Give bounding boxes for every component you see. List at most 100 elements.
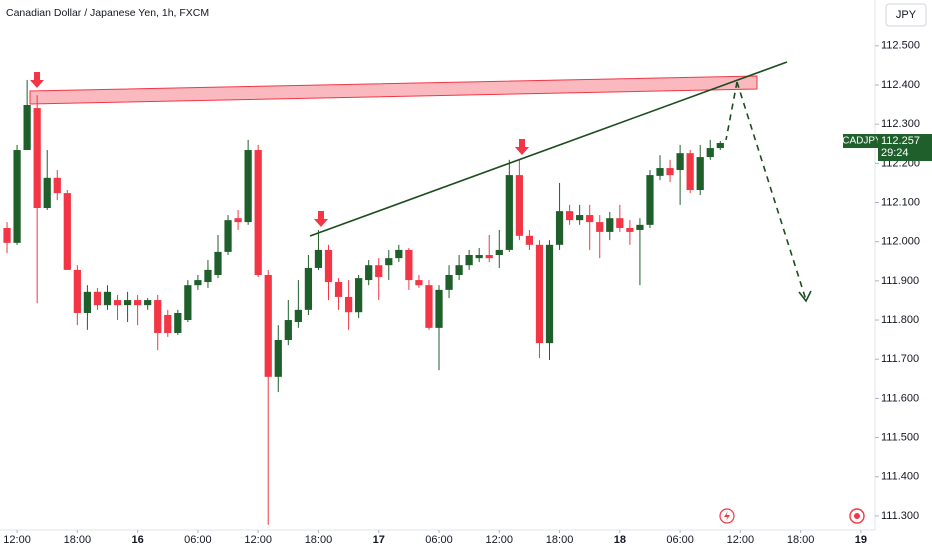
candle-body xyxy=(93,291,102,306)
currency-button[interactable] xyxy=(885,3,927,27)
candle-body xyxy=(686,153,694,190)
x-tick-label: 06:00 xyxy=(666,534,694,546)
candle-body xyxy=(586,215,594,223)
candle-body xyxy=(475,255,483,259)
candle-body xyxy=(174,312,182,333)
candle-body xyxy=(314,249,323,268)
x-tick-label: 17 xyxy=(373,534,385,546)
candle-body xyxy=(676,153,684,171)
candle-body xyxy=(696,157,704,190)
candle-body xyxy=(83,291,92,313)
candle-body xyxy=(445,274,453,290)
candle-body xyxy=(33,108,41,209)
candle-body xyxy=(576,215,584,221)
candle-body xyxy=(596,222,604,232)
target-icon-dot xyxy=(854,513,860,519)
x-tick-label: 18 xyxy=(614,534,626,546)
event-icon-bolt xyxy=(724,511,730,521)
candle-body xyxy=(294,309,302,322)
y-tick-label: 112.000 xyxy=(881,236,920,248)
candle-body xyxy=(73,269,81,313)
candle-body xyxy=(204,269,212,283)
candle-body xyxy=(535,244,544,344)
candle-body xyxy=(344,296,353,313)
chart-title: Canadian Dollar / Japanese Yen, 1h, FXCM xyxy=(6,7,209,19)
candle-body xyxy=(264,274,272,377)
candle-body xyxy=(274,340,282,377)
candle-body xyxy=(365,265,373,281)
candle-body xyxy=(53,177,61,194)
y-tick-label: 111.300 xyxy=(881,510,919,522)
candle-body xyxy=(324,249,333,283)
candle-body xyxy=(214,251,222,275)
candle-body xyxy=(606,218,614,232)
x-tick-label: 12:00 xyxy=(727,534,755,546)
candle-body xyxy=(154,300,162,333)
candle-body xyxy=(184,285,192,321)
candle-body xyxy=(465,255,473,266)
candle-body xyxy=(666,168,674,176)
candle-body xyxy=(716,142,724,149)
y-tick-label: 111.400 xyxy=(881,471,919,483)
y-tick-label: 112.100 xyxy=(881,196,920,208)
candle-body xyxy=(565,211,574,221)
candle-body xyxy=(375,265,383,277)
candle-body xyxy=(395,249,403,259)
candle-body xyxy=(63,193,71,270)
candle-body xyxy=(284,320,292,341)
x-tick-label: 18:00 xyxy=(546,534,574,546)
x-tick-label: 06:00 xyxy=(184,534,212,546)
candle-body xyxy=(485,255,493,259)
candles xyxy=(3,79,724,525)
candle-body xyxy=(224,220,232,252)
candle-body xyxy=(355,278,363,313)
candle-body xyxy=(656,168,664,176)
y-tick-label: 111.600 xyxy=(881,392,919,404)
projection-arrowhead xyxy=(798,290,812,303)
x-tick-label: 12:00 xyxy=(486,534,514,546)
currency-label[interactable]: JPY xyxy=(896,9,917,21)
x-tick-label: 19 xyxy=(855,534,867,546)
candle-body xyxy=(495,249,503,256)
candle-body xyxy=(545,244,554,344)
resistance-zone xyxy=(29,75,758,105)
candle-body xyxy=(234,218,242,223)
candle-body xyxy=(254,150,262,275)
x-tick-label: 16 xyxy=(132,534,144,546)
candle-body xyxy=(164,314,172,333)
x-tick-label: 12:00 xyxy=(244,534,272,546)
candle-body xyxy=(555,211,564,245)
candle-body xyxy=(425,285,433,328)
candle-body xyxy=(194,280,202,286)
y-tick-label: 111.500 xyxy=(881,431,919,443)
trend-line xyxy=(309,61,788,237)
symbol-tag xyxy=(843,134,881,149)
candle-body xyxy=(525,235,534,245)
candle-body xyxy=(405,249,413,281)
candle-body xyxy=(113,300,122,306)
x-tick-label: 18:00 xyxy=(64,534,92,546)
x-tick-label: 18:00 xyxy=(787,534,815,546)
candle-body xyxy=(3,227,11,243)
down-arrow xyxy=(30,72,44,88)
candle-body xyxy=(415,280,423,286)
candle-body xyxy=(23,104,31,151)
y-tick-label: 112.300 xyxy=(881,118,920,130)
y-tick-label: 111.900 xyxy=(881,275,919,287)
down-arrow xyxy=(515,139,529,155)
price-label: 112.257 xyxy=(881,135,920,147)
candle-body xyxy=(304,267,313,310)
axes: 111.300 111.400 111.500 111.600 111.700 111.8… xyxy=(3,40,920,546)
candle-body xyxy=(636,224,644,230)
candle-body xyxy=(505,175,513,250)
candle-body xyxy=(706,148,714,158)
symbol-label: CADJPY xyxy=(842,136,882,147)
candle-body xyxy=(244,150,252,223)
candle-body xyxy=(626,227,634,232)
candle-body xyxy=(646,175,654,225)
projection-path xyxy=(725,81,807,301)
candle-body xyxy=(43,177,51,209)
